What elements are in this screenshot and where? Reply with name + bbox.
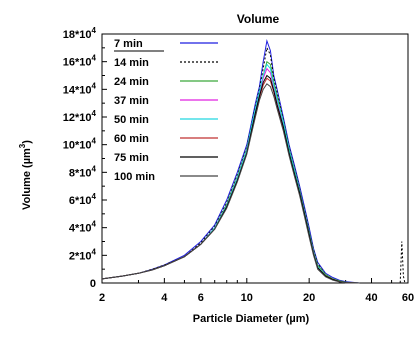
legend-label: 60 min bbox=[114, 133, 149, 145]
y-tick-label: 10*104 bbox=[63, 137, 97, 152]
y-axis-label-end: ) bbox=[21, 140, 33, 144]
y-axis-ticks: 0 2*104 4*104 6*104 8*104 10*104 12*104 14*104 1… bbox=[63, 26, 107, 290]
legend-label: 75 min bbox=[114, 152, 149, 164]
legend: 7 min 14 min 24 min 37 min 50 min 60 min 75 mi… bbox=[114, 38, 218, 183]
legend-label: 100 min bbox=[114, 171, 155, 183]
y-axis-label: Volume (µm3) bbox=[18, 140, 33, 210]
legend-label: 7 min bbox=[114, 38, 143, 50]
y-tick-label: 18*104 bbox=[63, 26, 97, 41]
x-tick-label: 10 bbox=[241, 292, 253, 304]
y-tick-label: 2*104 bbox=[69, 247, 97, 262]
chart-title: Volume bbox=[237, 12, 280, 26]
x-tick-label: 20 bbox=[303, 292, 315, 304]
y-tick-label: 4*104 bbox=[69, 220, 97, 235]
legend-label: 24 min bbox=[114, 76, 149, 88]
x-tick-label: 2 bbox=[99, 292, 105, 304]
x-axis-label: Particle Diameter (µm) bbox=[193, 313, 310, 325]
x-tick-label: 40 bbox=[365, 292, 377, 304]
x-tick-label: 6 bbox=[198, 292, 204, 304]
x-tick-label: 4 bbox=[161, 292, 168, 304]
legend-label: 14 min bbox=[114, 57, 149, 69]
series-line-7-min bbox=[101, 38, 360, 284]
series-line-100-min bbox=[101, 83, 360, 284]
legend-label: 50 min bbox=[114, 114, 149, 126]
y-tick-label: 14*104 bbox=[63, 81, 97, 96]
y-tick-label: 12*104 bbox=[63, 109, 97, 124]
y-axis-label-sup: 3 bbox=[18, 143, 27, 148]
y-tick-label: 6*104 bbox=[69, 192, 97, 207]
y-tick-label: 16*104 bbox=[63, 54, 97, 69]
x-axis-ticks: 2 4 6 10 20 40 60 bbox=[99, 278, 414, 304]
y-tick-label: 0 bbox=[90, 278, 96, 290]
y-axis-label-base: Volume (µm bbox=[21, 148, 33, 210]
series-lines bbox=[101, 38, 406, 284]
x-tick-label: 60 bbox=[402, 292, 414, 304]
y-tick-label: 8*104 bbox=[69, 164, 97, 179]
legend-label: 37 min bbox=[114, 95, 149, 107]
